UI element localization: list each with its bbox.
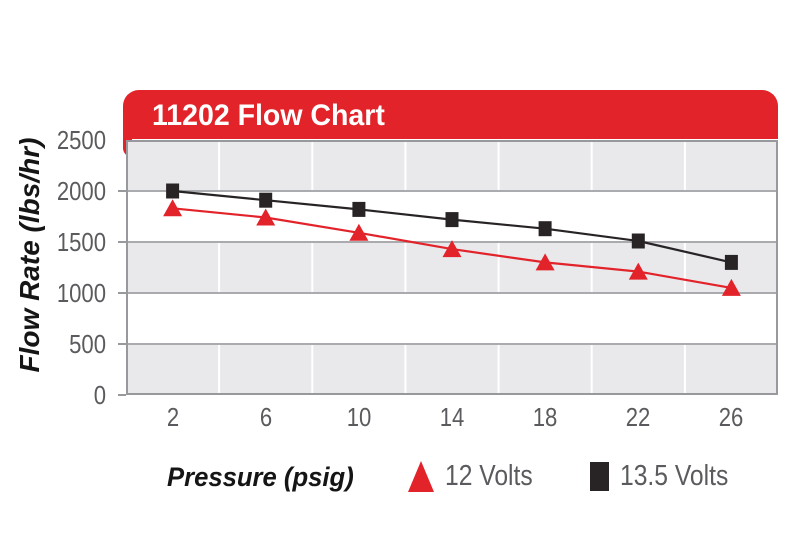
x-tick-label: 2 [166,402,179,432]
chart-canvas [126,140,778,395]
x-tick-label: 6 [259,402,272,432]
y-tick-mark [118,241,126,243]
plot-band [126,293,778,344]
y-tick-label: 0 [93,380,106,410]
y-tick-label: 2000 [56,176,106,206]
chart-title: 11202 Flow Chart [152,99,385,132]
x-tick-label: 26 [719,402,744,432]
x-tick-label: 14 [439,402,465,432]
y-tick-mark [118,394,126,396]
legend-item-12-volts: 12 Volts [408,459,548,493]
legend-label: 13.5 Volts [620,459,729,492]
y-tick-mark [118,343,126,345]
chart-title-banner: 11202 Flow Chart [123,90,778,139]
y-tick-label: 1500 [56,227,106,257]
y-tick-mark [118,190,126,192]
plot-border [126,140,778,395]
x-axis-title: Pressure (psig) [167,462,354,492]
y-axis-title: Flow Rate (lbs/hr) [14,137,45,373]
x-tick-label: 18 [532,402,558,432]
y-tick-label: 1000 [56,278,106,308]
series-13-5-volts-markers [166,183,738,270]
legend-item-13-5-volts: 13.5 Volts [590,459,747,493]
legend-label: 12 Volts [445,459,533,492]
x-tick-label: 10 [346,402,372,432]
plot-area [126,140,778,395]
series-12-volts-markers [163,199,741,296]
x-tick-label: 22 [625,402,651,432]
y-tick-label: 2500 [56,125,106,155]
y-tick-label: 500 [69,329,106,359]
plot-band [126,140,778,191]
square-marker-icon [590,461,609,491]
y-tick-mark [118,292,126,294]
plot-band [126,344,778,395]
triangle-marker-icon [408,460,434,492]
